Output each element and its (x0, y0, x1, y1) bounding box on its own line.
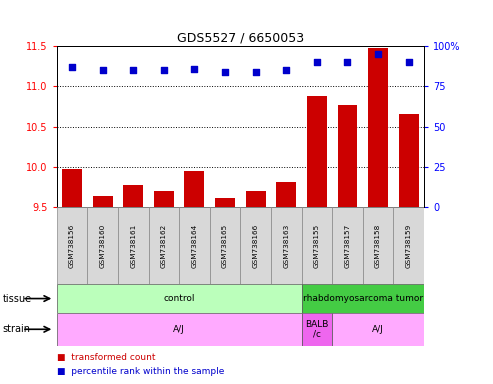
Text: BALB
/c: BALB /c (305, 319, 328, 339)
Bar (62, 169, 82, 207)
Text: strain: strain (2, 324, 31, 334)
Text: GSM738158: GSM738158 (375, 223, 381, 268)
Bar (148, 207, 179, 284)
Bar (215, 199, 235, 207)
Bar (302, 284, 424, 313)
Text: ■  transformed count: ■ transformed count (57, 353, 155, 362)
Title: GDS5527 / 6650053: GDS5527 / 6650053 (177, 32, 304, 45)
Bar (184, 171, 205, 207)
Bar (179, 207, 210, 284)
Bar (241, 207, 271, 284)
Text: GSM738162: GSM738162 (161, 223, 167, 268)
Bar (307, 96, 327, 207)
Bar (399, 114, 419, 207)
Bar (154, 191, 174, 207)
Point (221, 69, 229, 75)
Point (160, 67, 168, 73)
Point (252, 69, 260, 75)
Bar (246, 191, 266, 207)
Bar (210, 207, 240, 284)
Text: GSM738155: GSM738155 (314, 223, 320, 268)
Text: GSM738160: GSM738160 (100, 223, 106, 268)
Text: ■  percentile rank within the sample: ■ percentile rank within the sample (57, 367, 224, 376)
Bar (332, 207, 363, 284)
Bar (338, 105, 357, 207)
Bar (393, 207, 424, 284)
Point (374, 51, 382, 57)
Point (313, 59, 321, 65)
Bar (57, 207, 87, 284)
Text: control: control (163, 294, 195, 303)
Bar (302, 207, 332, 284)
Text: rhabdomyosarcoma tumor: rhabdomyosarcoma tumor (303, 294, 423, 303)
Bar (368, 48, 388, 207)
Text: GSM738163: GSM738163 (283, 223, 289, 268)
Text: GSM738165: GSM738165 (222, 223, 228, 268)
Point (405, 59, 413, 65)
Text: A/J: A/J (173, 325, 185, 334)
Bar (276, 182, 296, 207)
Bar (271, 207, 302, 284)
Bar (57, 284, 302, 313)
Text: GSM738161: GSM738161 (130, 223, 136, 268)
Text: GSM738164: GSM738164 (191, 223, 197, 268)
Bar (57, 313, 302, 346)
Bar (118, 207, 148, 284)
Text: GSM738156: GSM738156 (69, 223, 75, 268)
Text: GSM738157: GSM738157 (345, 223, 351, 268)
Text: A/J: A/J (372, 325, 384, 334)
Bar (93, 196, 112, 207)
Text: tissue: tissue (2, 293, 32, 304)
Point (190, 66, 198, 72)
Bar (302, 313, 332, 346)
Bar (87, 207, 118, 284)
Point (68, 64, 76, 70)
Text: GSM738166: GSM738166 (252, 223, 259, 268)
Point (129, 67, 137, 73)
Text: GSM738159: GSM738159 (406, 223, 412, 268)
Point (99, 67, 106, 73)
Bar (332, 313, 424, 346)
Bar (123, 185, 143, 207)
Bar (363, 207, 393, 284)
Point (282, 67, 290, 73)
Point (344, 59, 352, 65)
